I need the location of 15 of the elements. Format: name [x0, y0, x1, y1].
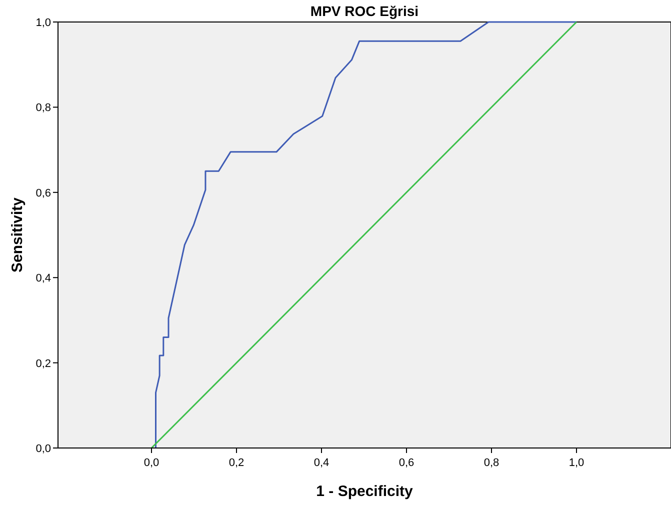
y-tick-label: 0,6	[36, 187, 51, 200]
x-tick-label: 0,2	[228, 457, 244, 469]
x-tick-label: 0,8	[484, 457, 500, 469]
y-tick-label: 1,0	[36, 17, 51, 29]
y-axis-title: Sensitivity	[9, 196, 26, 273]
x-tick-label: 0,4	[314, 457, 330, 469]
y-tick-label: 0,0	[36, 443, 51, 455]
chart-title: MPV ROC Eğrisi	[310, 3, 419, 19]
x-tick-label: 1,0	[568, 457, 584, 469]
y-tick-label: 0,2	[36, 358, 51, 370]
y-tick-label: 0,8	[36, 102, 51, 114]
y-tick-label: 0,4	[36, 272, 51, 285]
x-tick-label: 0,0	[144, 457, 160, 469]
x-axis-title: 1 - Specificity	[316, 483, 414, 500]
x-tick-label: 0,6	[398, 457, 414, 469]
